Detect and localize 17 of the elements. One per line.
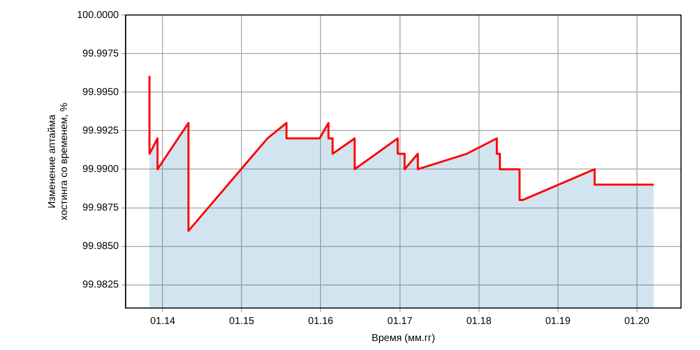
y-axis-title: Изменение аптайма хостинга со временем, % [46,102,70,220]
y-tick-label: 99.9825 [82,280,120,291]
x-tick-label: 01.20 [624,316,650,327]
x-tick-label: 01.17 [387,316,413,327]
y-tick-label: 100.0000 [76,10,120,21]
x-tick-label: 01.18 [466,316,492,327]
y-tick-label: 99.9875 [82,202,120,214]
y-tick-label: 99.9850 [82,241,120,252]
y-tick-label: 99.9925 [82,125,120,136]
x-tick-label: 01.14 [150,316,176,327]
x-tick-label: 01.16 [308,316,334,327]
y-tick-label: 99.9975 [82,48,120,60]
y-tick-label: 99.9950 [82,86,120,98]
x-axis-title: Время (мм.гг) [372,332,436,344]
x-tick-label: 01.19 [545,316,571,327]
y-tick-label: 99.9900 [82,164,120,175]
x-tick-label: 01.15 [229,316,255,327]
